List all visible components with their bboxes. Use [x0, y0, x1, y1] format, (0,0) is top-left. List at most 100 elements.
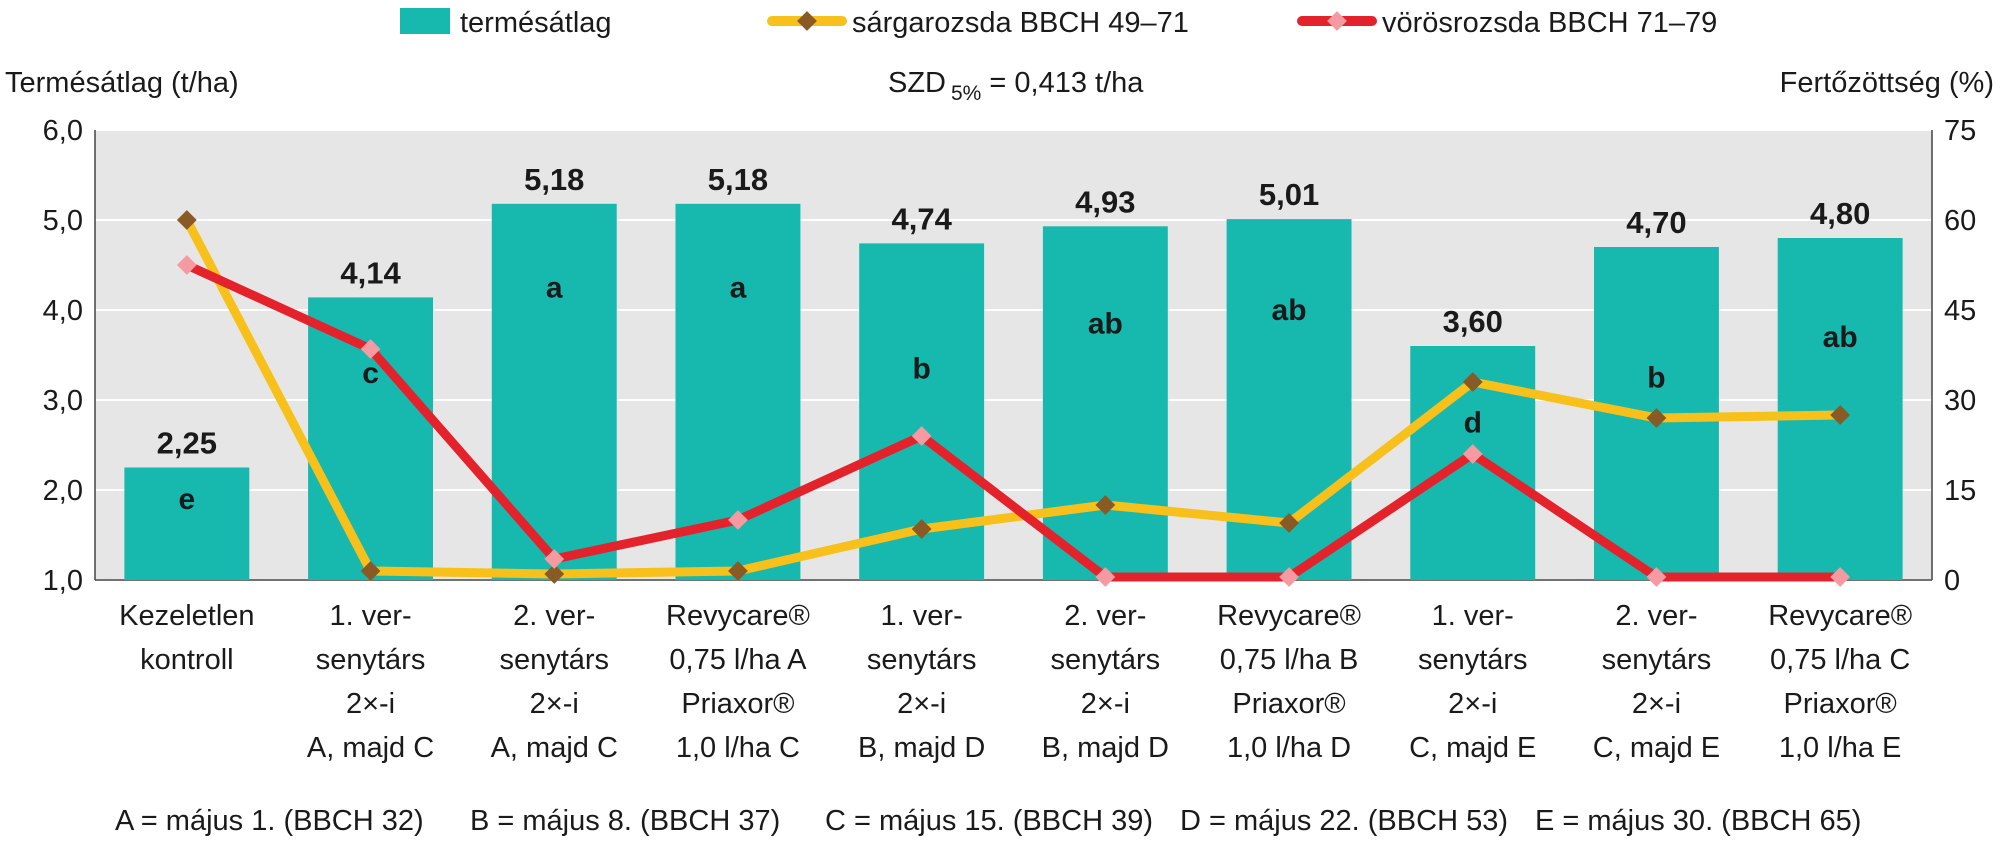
legend: termésátlag sárgarozsda BBCH 49–71 vörös…	[400, 7, 1717, 39]
y-tick-left: 1,0	[43, 565, 83, 597]
bar	[491, 203, 617, 581]
data-labels: 2,25 e 4,14 c 5,18 a 5,18 a 4,74 b 4,93 ab 5,01 ab 3,6…	[157, 162, 1871, 516]
bar-value-label: 4,70	[1626, 205, 1686, 240]
series-marker	[544, 549, 565, 569]
y-tick-right: 75	[1944, 115, 1976, 147]
y-tick-left: 5,0	[43, 205, 83, 237]
series-marker	[1830, 405, 1851, 425]
series-marker	[1646, 567, 1667, 587]
legend-marker-sargarozsda	[797, 11, 817, 31]
x-category-label: C, majd E	[1409, 732, 1536, 764]
x-category-label: A, majd C	[307, 732, 434, 764]
series-marker	[544, 564, 565, 584]
legend-label-vorosrozsda: vörösrozsda BBCH 71–79	[1382, 7, 1717, 39]
series-marker	[1279, 567, 1299, 587]
footnotes: A = május 1. (BBCH 32) B = május 8. (BBCH…	[115, 805, 1861, 837]
szd-annotation: SZD 5% = 0,413 t/ha	[888, 67, 1144, 105]
x-category-label: senytárs	[499, 644, 609, 676]
bar-value-label: 4,93	[1075, 184, 1135, 219]
x-category-label: senytárs	[867, 644, 977, 676]
significance-letter: c	[362, 357, 379, 390]
series-marker	[728, 561, 748, 581]
x-category-label: 2. ver-	[513, 600, 595, 632]
series-marker	[911, 426, 932, 446]
footnote: C = május 15. (BBCH 39)	[825, 805, 1153, 837]
footnote: E = május 30. (BBCH 65)	[1535, 805, 1861, 837]
bar-value-label: 5,01	[1259, 177, 1319, 212]
series-marker	[1095, 567, 1116, 587]
series-marker	[911, 519, 932, 539]
series-marker	[728, 510, 748, 530]
x-category-label: 1,0 l/ha C	[676, 732, 800, 764]
y-tick-left: 4,0	[43, 295, 83, 327]
y-tick-left: 3,0	[43, 385, 83, 417]
x-category-label: 0,75 l/ha C	[1770, 644, 1910, 676]
significance-letter: b	[1647, 362, 1665, 395]
bar-value-label: 5,18	[708, 162, 768, 197]
footnote: D = május 22. (BBCH 53)	[1180, 805, 1508, 837]
series-marker	[1462, 372, 1483, 392]
y-tick-right: 0	[1944, 565, 1960, 597]
szd-subscript: 5%	[951, 82, 981, 105]
y-tick-left: 6,0	[43, 115, 83, 147]
x-category-label: Revycare®	[1217, 600, 1361, 632]
x-category-label: A, majd C	[491, 732, 618, 764]
significance-letter: b	[912, 353, 930, 386]
x-category-label: 2×-i	[1448, 688, 1497, 720]
x-category-label: 2. ver-	[1615, 600, 1697, 632]
szd-value: = 0,413 t/ha	[981, 67, 1144, 99]
x-category-label: kontroll	[140, 644, 234, 676]
x-category-label: B, majd D	[858, 732, 985, 764]
x-category-label: 1,0 l/ha E	[1779, 732, 1902, 764]
x-category-label: 0,75 l/ha A	[669, 644, 807, 676]
szd-label: SZD	[888, 67, 946, 99]
y-axis-title-left: Termésátlag (t/ha)	[5, 67, 239, 99]
x-category-label: 2×-i	[530, 688, 579, 720]
bar-value-label: 4,80	[1810, 196, 1870, 231]
series-marker	[1830, 567, 1851, 587]
x-category-label: 2×-i	[346, 688, 395, 720]
x-category-label: 1. ver-	[1432, 600, 1514, 632]
bar-value-label: 4,14	[340, 255, 401, 290]
footnote: B = május 8. (BBCH 37)	[470, 805, 780, 837]
bar-value-label: 5,18	[524, 162, 584, 197]
series-marker	[360, 561, 381, 581]
x-category-label: Priaxor®	[681, 688, 794, 720]
x-category-label: Priaxor®	[1232, 688, 1345, 720]
series-line	[182, 260, 1845, 582]
footnote: A = május 1. (BBCH 32)	[115, 805, 424, 837]
legend-swatch-termesatlag	[400, 8, 450, 34]
series-marker	[1279, 513, 1299, 533]
series-line	[182, 215, 1845, 579]
x-category-label: senytárs	[1051, 644, 1161, 676]
legend-label-termesatlag: termésátlag	[460, 7, 612, 39]
x-category-label: senytárs	[1602, 644, 1712, 676]
bar-value-label: 3,60	[1443, 304, 1503, 339]
significance-letter: e	[179, 483, 196, 516]
significance-letter: a	[546, 272, 563, 305]
bars	[124, 203, 1903, 581]
axes: 1,0 0 2,0 15 3,0 30 4,0 45 5,0 60 6,0 75	[43, 115, 1977, 597]
significance-letter: a	[730, 272, 747, 305]
series-marker	[176, 210, 197, 230]
series-marker	[176, 255, 197, 275]
x-category-label: B, majd D	[1042, 732, 1169, 764]
y-tick-right: 60	[1944, 205, 1976, 237]
x-category-label: 0,75 l/ha B	[1220, 644, 1359, 676]
series-marker	[360, 339, 381, 359]
y-tick-left: 2,0	[43, 475, 83, 507]
y-tick-right: 15	[1944, 475, 1976, 507]
x-category-label: Kezeletlen	[119, 600, 254, 632]
bar-value-label: 4,74	[891, 201, 952, 236]
x-category-label: 2×-i	[1081, 688, 1130, 720]
series-marker	[1462, 444, 1483, 464]
x-category-label: 2×-i	[897, 688, 946, 720]
significance-letter: ab	[1088, 308, 1123, 341]
x-category-label: 2. ver-	[1064, 600, 1146, 632]
y-axis-title-right: Fertőzöttség (%)	[1780, 67, 1994, 99]
category-labels: Kezeletlen kontroll 1. ver-senytárs 2×-i A, …	[119, 600, 1912, 764]
bar-value-label: 2,25	[157, 426, 217, 461]
lines	[176, 210, 1851, 587]
bar	[124, 467, 250, 580]
